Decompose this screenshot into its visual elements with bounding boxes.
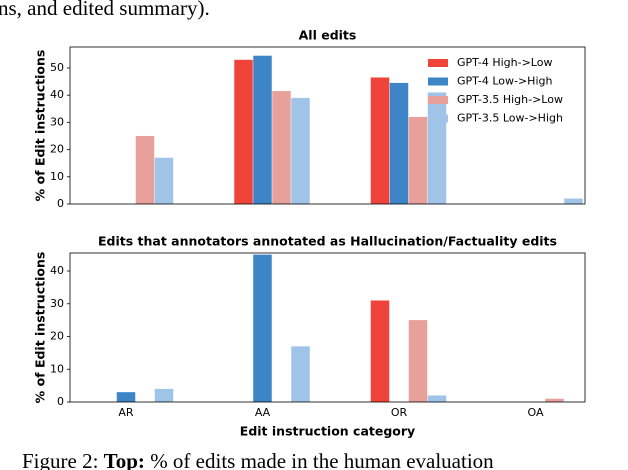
x-tick-label: OR bbox=[391, 406, 408, 419]
y-tick-label: 40 bbox=[50, 88, 64, 101]
y-tick-label: 0 bbox=[57, 395, 64, 408]
bar bbox=[389, 82, 409, 204]
legend-label: GPT-4 High->Low bbox=[457, 56, 552, 69]
bar bbox=[253, 55, 272, 204]
legend-swatch bbox=[428, 77, 448, 86]
y-tick-label: 10 bbox=[50, 170, 64, 183]
bar bbox=[427, 395, 447, 402]
y-axis-label: % of Edit instructions bbox=[33, 50, 48, 202]
y-axis-label: % of Edit instructions bbox=[33, 252, 48, 404]
bar bbox=[154, 157, 174, 204]
bar bbox=[253, 254, 272, 402]
bar bbox=[116, 392, 136, 402]
legend-label: GPT-3.5 High->Low bbox=[457, 93, 563, 106]
bar bbox=[564, 198, 583, 204]
chart-title: Edits that annotators annotated as Hallu… bbox=[98, 234, 557, 249]
chart-title: All edits bbox=[299, 28, 357, 43]
bar bbox=[545, 398, 564, 402]
x-tick-label: AA bbox=[255, 406, 271, 419]
legend-label: GPT-4 Low->High bbox=[457, 75, 552, 88]
bar bbox=[291, 346, 310, 402]
plot-frame bbox=[69, 46, 586, 205]
caption-label: Figure 2: bbox=[22, 449, 98, 470]
bar bbox=[135, 135, 155, 204]
y-tick-label: 30 bbox=[50, 115, 64, 128]
bar bbox=[370, 300, 390, 402]
bar bbox=[408, 116, 428, 204]
y-tick-label: 30 bbox=[50, 297, 64, 310]
bar bbox=[291, 97, 310, 204]
legend-label: GPT-3.5 Low->High bbox=[457, 112, 563, 125]
y-tick-label: 20 bbox=[50, 143, 64, 156]
x-tick-label: OA bbox=[528, 406, 544, 419]
y-tick-label: 20 bbox=[50, 330, 64, 343]
bar bbox=[154, 388, 174, 402]
legend-swatch bbox=[428, 96, 448, 104]
bar bbox=[370, 77, 390, 204]
bar bbox=[272, 91, 291, 204]
x-axis-label: Edit instruction category bbox=[240, 424, 415, 439]
bar bbox=[408, 320, 428, 402]
bar bbox=[234, 59, 253, 205]
y-tick-label: 40 bbox=[50, 264, 64, 277]
plot-frame bbox=[69, 252, 586, 403]
y-tick-label: 0 bbox=[57, 197, 64, 210]
legend-swatch bbox=[428, 59, 448, 67]
caption-rest: % of edits made in the human evaluation bbox=[150, 449, 494, 470]
legend-swatch bbox=[428, 114, 448, 123]
caption-bold: Top: bbox=[104, 449, 145, 470]
x-tick-label: AR bbox=[118, 406, 134, 419]
bar bbox=[427, 92, 447, 204]
y-tick-label: 10 bbox=[50, 362, 64, 375]
caption: Figure 2: Top: % of edits made in the hu… bbox=[22, 449, 494, 470]
y-tick-label: 50 bbox=[50, 61, 64, 74]
text-above: ns, and edited summary). bbox=[0, 0, 210, 20]
